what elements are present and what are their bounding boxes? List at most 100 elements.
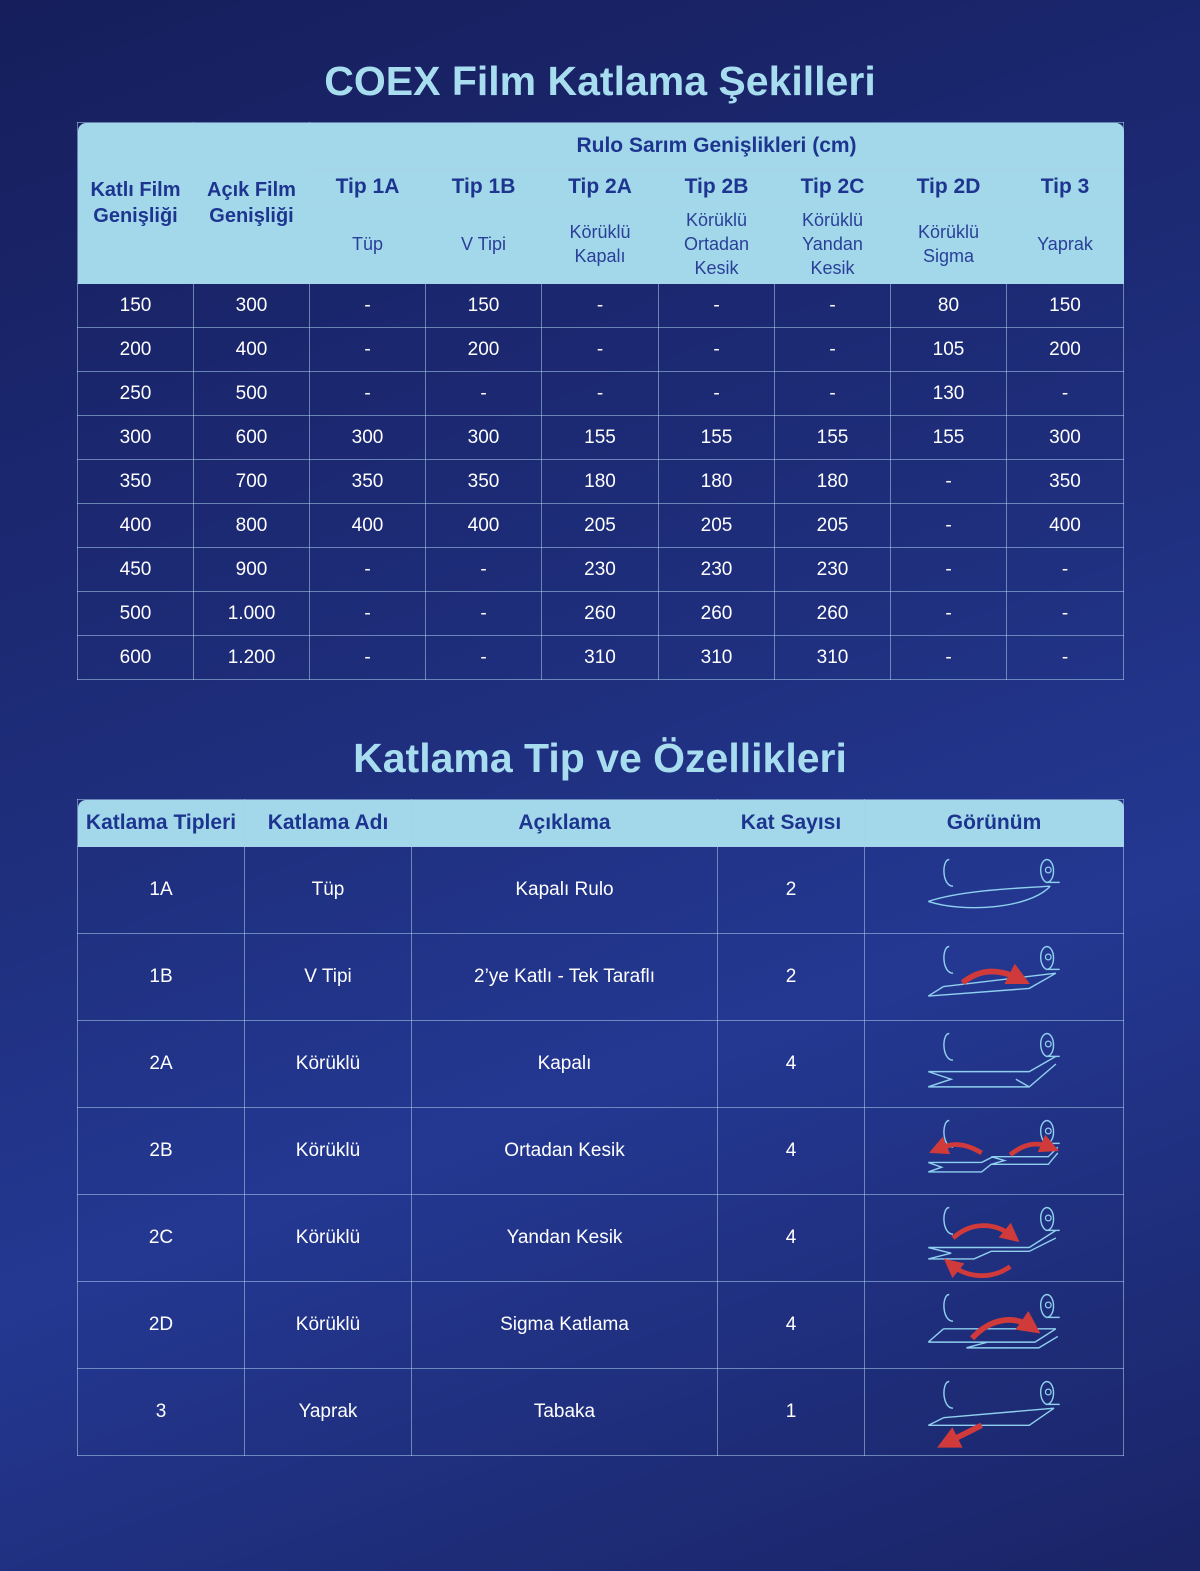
- table-cell: 700: [193, 459, 310, 504]
- table-cell: -: [425, 547, 542, 592]
- table-cell: 200: [425, 327, 542, 372]
- table-row: 600 1.200- -310 310 310- -: [77, 635, 1124, 680]
- tip-desc-line: Kapalı: [574, 246, 626, 266]
- table-cell: 350: [77, 459, 194, 504]
- header-col-4: Görünüm: [864, 799, 1124, 847]
- table-cell: -: [658, 327, 775, 372]
- cell-desc: Tabaka: [411, 1368, 718, 1456]
- table-cell: 350: [309, 459, 426, 504]
- fold-types-table: Katlama Tipleri Katlama Adı Açıklama Kat Sa…: [77, 799, 1124, 1456]
- tip-desc-line: Tüp: [351, 234, 384, 254]
- table-row: 2A Körüklü Kapalı 4: [77, 1020, 1124, 1108]
- table-cell: 260: [541, 591, 659, 636]
- table-cell: -: [309, 635, 426, 680]
- table-cell: 180: [658, 459, 775, 504]
- table-cell: -: [1006, 371, 1124, 416]
- cell-appearance: [864, 1368, 1124, 1456]
- cell-desc: Sigma Katlama: [411, 1281, 718, 1369]
- header-col-3: Kat Sayısı: [717, 799, 865, 847]
- cell-name: Körüklü: [244, 1281, 412, 1369]
- table-cell: 400: [309, 503, 426, 548]
- gusset-side-cut-icon: [928, 1206, 1060, 1278]
- header-tip-6: Tip 3: [1006, 168, 1124, 205]
- table-cell: 250: [77, 371, 194, 416]
- table-cell: 900: [193, 547, 310, 592]
- cell-appearance: [864, 846, 1124, 934]
- cell-layers: 4: [717, 1281, 865, 1369]
- table-cell: 800: [193, 503, 310, 548]
- gusset-closed-icon: [928, 1032, 1060, 1088]
- cell-appearance: [864, 1107, 1124, 1195]
- header-tip-1: Tip 1B: [425, 168, 542, 205]
- cell-layers: 2: [717, 846, 865, 934]
- table-cell: 310: [541, 635, 659, 680]
- tube-fold-icon: [928, 858, 1060, 909]
- table-cell: 1.200: [193, 635, 310, 680]
- cell-appearance: [864, 1020, 1124, 1108]
- cell-desc: Yandan Kesik: [411, 1194, 718, 1282]
- roll-width-table: Katlı Film Genişliği Açık Film Genişliği…: [77, 122, 1124, 680]
- cell-code: 2B: [77, 1107, 245, 1195]
- tip-desc-line: Sigma: [922, 246, 975, 266]
- cell-layers: 4: [717, 1194, 865, 1282]
- header-tip-3: Tip 2B: [658, 168, 775, 205]
- table-row: 250 500- - - - -130-: [77, 371, 1124, 416]
- table-cell: 155: [774, 415, 891, 460]
- header-tip-desc-6: Yaprak: [1006, 204, 1124, 284]
- tip-desc-line: Kesik: [810, 258, 855, 278]
- table-cell: 230: [541, 547, 659, 592]
- table-cell: -: [658, 371, 775, 416]
- table-cell: 300: [309, 415, 426, 460]
- table-cell: -: [541, 371, 659, 416]
- table-cell: 80: [890, 283, 1007, 328]
- cell-desc: Kapalı Rulo: [411, 846, 718, 934]
- table-cell: -: [774, 283, 891, 328]
- table-cell: -: [890, 635, 1007, 680]
- table-cell: 500: [193, 371, 310, 416]
- table-cell: 300: [193, 283, 310, 328]
- table-row: 300 600 300 300 155 155 155 155 300: [77, 415, 1124, 460]
- cell-layers: 1: [717, 1368, 865, 1456]
- table-row: 1A Tüp Kapalı Rulo 2: [77, 846, 1124, 934]
- table-row: 500 1.000- -260 260 260- -: [77, 591, 1124, 636]
- table-cell: -: [425, 371, 542, 416]
- header-tip-desc-5: Körüklü Sigma: [890, 204, 1007, 284]
- tip-desc-line: Kesik: [694, 258, 739, 278]
- tip-desc-line: Körüklü: [569, 222, 631, 242]
- table-cell: 400: [193, 327, 310, 372]
- table-cell: 300: [77, 415, 194, 460]
- table-cell: 400: [425, 503, 542, 548]
- main-title: COEX Film Katlama Şekilleri: [324, 58, 876, 104]
- table-cell: -: [1006, 591, 1124, 636]
- table-cell: 400: [77, 503, 194, 548]
- table-cell: -: [774, 327, 891, 372]
- table-cell: -: [309, 547, 426, 592]
- cell-name: Körüklü: [244, 1107, 412, 1195]
- table-cell: -: [425, 635, 542, 680]
- table-cell: -: [309, 327, 426, 372]
- table-row: 2D Körüklü Sigma Katlama 4: [77, 1281, 1124, 1369]
- table-cell: -: [309, 591, 426, 636]
- table-cell: 205: [658, 503, 775, 548]
- sigma-fold-icon: [927, 1293, 1060, 1349]
- table-row: 150 300-150- - -80 150: [77, 283, 1124, 328]
- cell-appearance: [864, 933, 1124, 1021]
- table-cell: -: [309, 283, 426, 328]
- header-tip-desc-1: V Tipi: [425, 204, 542, 284]
- table-cell: 155: [658, 415, 775, 460]
- tip-desc-line: Körüklü: [685, 210, 748, 230]
- cell-layers: 4: [717, 1020, 865, 1108]
- cell-name: V Tipi: [244, 933, 412, 1021]
- table-cell: -: [541, 327, 659, 372]
- tip-desc-line: Ortadan: [683, 234, 750, 254]
- table-cell: -: [774, 371, 891, 416]
- table-cell: 450: [77, 547, 194, 592]
- cell-desc: 2’ye Katlı - Tek Taraflı: [411, 933, 718, 1021]
- table-cell: -: [1006, 635, 1124, 680]
- cell-code: 2A: [77, 1020, 245, 1108]
- table-cell: 300: [425, 415, 542, 460]
- table-cell: -: [890, 459, 1007, 504]
- gusset-center-cut-icon: [928, 1119, 1060, 1173]
- cell-name: Yaprak: [244, 1368, 412, 1456]
- table-cell: -: [890, 503, 1007, 548]
